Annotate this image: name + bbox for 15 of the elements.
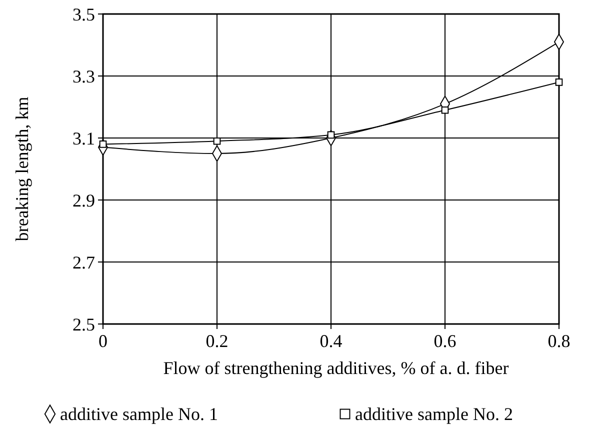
x-tick-label: 0 <box>98 331 108 351</box>
x-axis-title: Flow of strengthening additives, % of a. d. fiber <box>163 358 509 378</box>
x-tick-label: 0.2 <box>206 331 228 351</box>
y-tick-label: 2.9 <box>72 190 95 210</box>
x-tick-label: 0.8 <box>548 331 570 351</box>
y-tick-label: 3.5 <box>72 4 95 24</box>
y-tick-label: 2.5 <box>72 314 95 334</box>
y-tick-label: 3.3 <box>72 66 95 86</box>
y-tick-label: 3.1 <box>72 128 95 148</box>
y-tick-label: 2.7 <box>72 252 95 272</box>
x-tick-label: 0.6 <box>434 331 456 351</box>
legend-label: additive sample No. 2 <box>355 404 513 424</box>
x-tick-label: 0.4 <box>320 331 342 351</box>
legend-label: additive sample No. 1 <box>60 404 218 424</box>
y-axis-title: breaking length, km <box>12 96 32 242</box>
